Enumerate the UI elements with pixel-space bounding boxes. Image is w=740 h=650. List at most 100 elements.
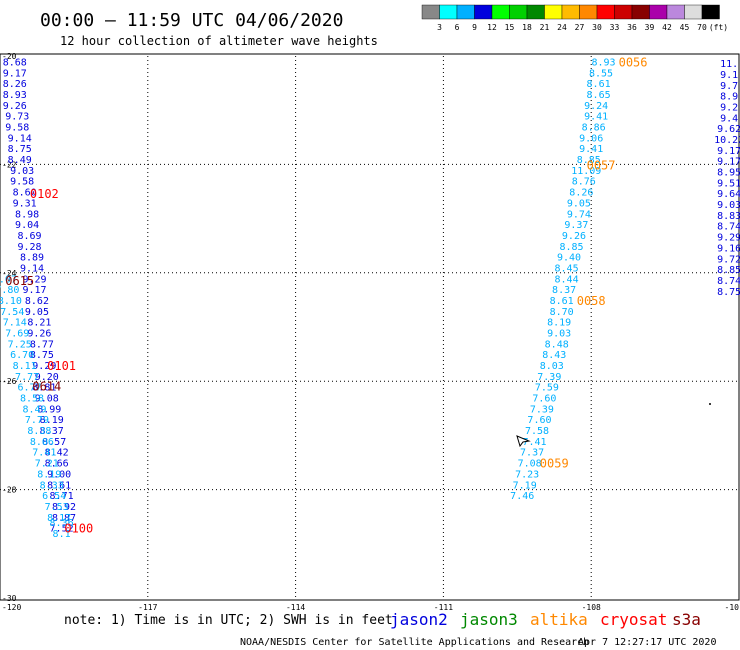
pass-time-label: 0059 [540,457,569,471]
wave-height-value: 9.41 [584,112,608,123]
wave-height-value: 8.99 [37,404,61,415]
x-tick-label: -120 [2,603,21,612]
wave-height-value: 8.98 [15,209,39,220]
wave-height-value: 9.28 [18,242,42,253]
wave-height-value: 9.1 [720,70,738,81]
wave-height-value: 7.60 [532,394,556,405]
wave-height-value: 8.76 [572,177,596,188]
wave-height-value: 8.38 [27,426,51,437]
wave-height-value: 9.17 [717,157,740,168]
wave-height-value: 7.39 [537,372,561,383]
wave-height-value: 9.41 [579,144,603,155]
wave-height-value: 9.62 [717,124,740,135]
chart-title: 00:00 – 11:59 UTC 04/06/2020 [40,10,343,31]
wave-height-value: 9.73 [5,112,29,123]
wave-height-value: 9.58 [5,123,29,134]
wave-height-value: 8.69 [18,231,42,242]
color-scale-legend: 3 6 9 12 15 18 21 24 27 30 33 36 39 42 45 70 (ft) [421,4,728,32]
wave-height-value: 9.26 [3,101,27,112]
units-note: note: 1) Time is in UTC; 2) SWH is in fe… [64,613,393,628]
wave-height-value: 8.26 [3,79,27,90]
wave-height-value: 9.17 [717,146,740,157]
plot-frame [0,53,740,601]
timestamp-text: Apr 7 12:27:17 UTC 2020 [578,637,716,648]
wave-height-value: 8.03 [540,361,564,372]
wave-height-value: 9.04 [15,220,39,231]
wave-height-value: 7.69 [5,329,29,340]
y-tick-label: -24 [2,269,17,278]
wave-height-value: 9.29 [717,233,740,244]
satellite-legend: jason2 jason3 altika cryosat s3a [390,610,701,629]
wave-height-value: 8.48 [545,339,569,350]
pass-time-label: 0615 [5,274,34,288]
wave-height-value: 7.41 [32,448,56,459]
wave-height-value: 7.19 [513,480,537,491]
wave-height-value: 8.45 [555,263,579,274]
pass-time-label: 0100 [64,522,93,536]
scale-label: 30 [592,23,602,32]
wave-height-value: 8.9 [720,92,738,103]
y-tick-label: -22 [2,160,17,169]
pass-time-label: 0614 [32,380,61,394]
scale-swatch [596,4,615,20]
wave-height-value: 9.58 [10,177,34,188]
scale-swatch [684,4,703,20]
wave-height-value: 8.74 [717,222,740,233]
wave-height-value: 8.89 [20,253,44,264]
scale-label: 9 [472,23,477,32]
wave-height-value: 8.57 [42,437,66,448]
scale-label: 27 [575,23,585,32]
wave-height-value: 9.74 [567,209,591,220]
pass-time-labels: 0102 0615 0101 0614 0100 0056 0057 0058 0059 [5,56,647,536]
scale-label: 6 [455,23,460,32]
scale-swatch [456,4,475,20]
scale-label: 12 [487,23,497,32]
wave-height-value: 8.93 [591,58,615,69]
x-tick-label: -114 [286,603,305,612]
wave-height-value: 9.08 [35,394,59,405]
wave-height-value: 8.95 [717,168,740,179]
scale-label: 42 [662,23,672,32]
wave-height-value: 8.37 [552,285,576,296]
wave-height-value: 8.19 [37,469,61,480]
wave-height-value: 8.86 [582,123,606,134]
wave-height-value: 8.93 [3,90,27,101]
wave-height-value: 8.85 [559,242,583,253]
wave-height-value: 7.79 [25,415,49,426]
wave-height-value: 9.14 [20,263,44,274]
scale-swatch [631,4,650,20]
wave-height-value: 8.61 [587,79,611,90]
wave-height-value: 7.23 [515,469,539,480]
scale-swatch [421,4,440,20]
wave-height-value: 9.20 [35,372,59,383]
wave-height-value: 8.37 [40,426,64,437]
wave-height-value: 9.37 [564,220,588,231]
wave-height-value: 7.58 [525,426,549,437]
wave-height-value: 7.21 [35,459,59,470]
wave-height-value: 8.66 [45,459,69,470]
wave-height-value: 7.14 [3,318,27,329]
wave-height-value: 8.85 [717,265,740,276]
grid-lines [0,56,739,598]
wave-height-value: 8.49 [22,404,46,415]
wave-height-value: 8.92 [52,502,76,513]
wave-height-value: 8.61 [550,296,574,307]
wave-height-value: 7.25 [8,339,32,350]
wave-height-value: 8.70 [550,307,574,318]
pass-time-label: 0057 [587,158,616,172]
wave-height-value: 8.43 [542,350,566,361]
wave-height-value: 7.53 [45,502,69,513]
wave-height-value: 10.22 [714,135,740,146]
scale-swatch [526,4,545,20]
scale-unit: (ft) [709,23,728,32]
scale-swatch [491,4,510,20]
scale-label: 18 [522,23,532,32]
wave-height-value: 9.05 [25,307,49,318]
scale-label: 3 [437,23,442,32]
wave-height-value: 8.21 [27,318,51,329]
stray-point [709,403,711,405]
wave-height-value: 8.36 [50,518,74,529]
wave-height-value: 8.68 [3,58,27,69]
wave-height-value: 8.17 [47,513,71,524]
